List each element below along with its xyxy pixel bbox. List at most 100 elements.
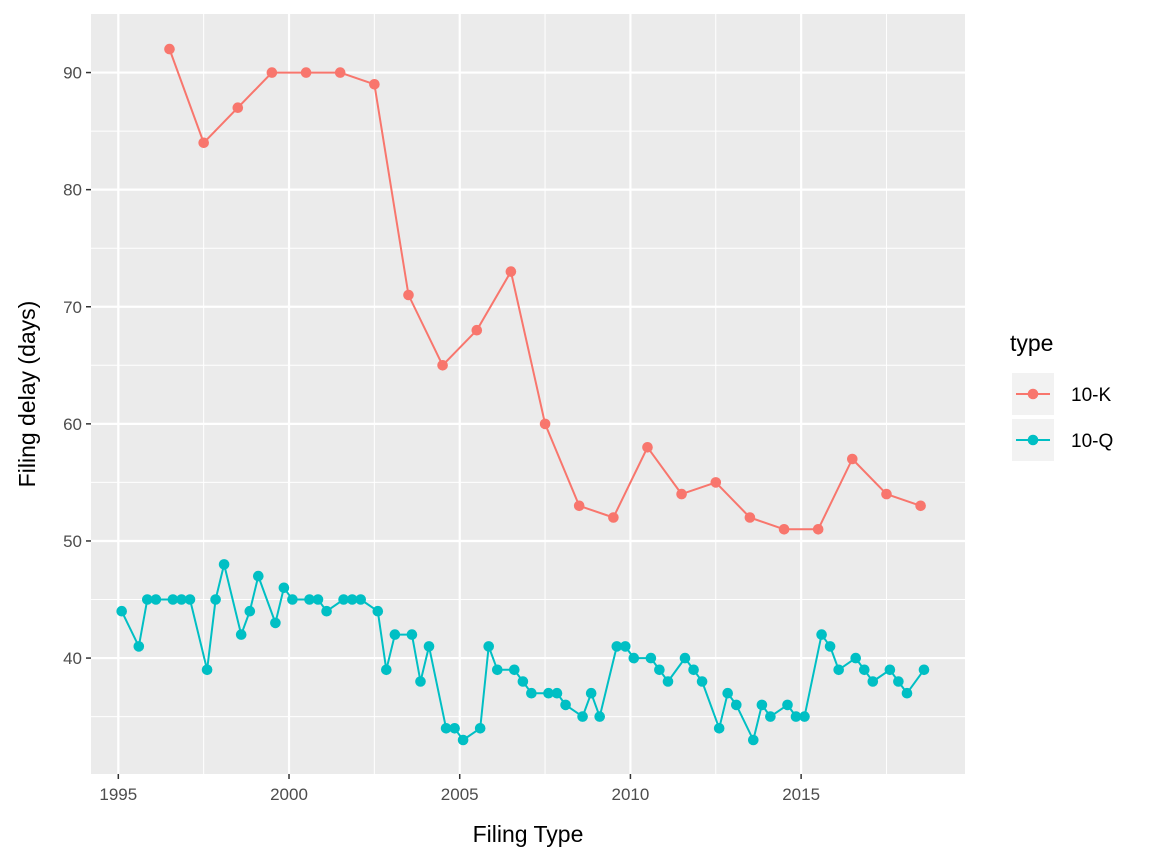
x-axis-title: Filing Type (473, 821, 584, 847)
data-point-10q (859, 664, 870, 676)
data-point-10q (133, 641, 145, 652)
data-point-10q (338, 594, 349, 605)
data-point-10q (116, 605, 127, 617)
data-point-10k (266, 67, 278, 78)
grid-major (91, 14, 965, 774)
legend-item-10q: 10-Q (1012, 419, 1113, 461)
data-point-10q (833, 664, 844, 676)
data-point-10k (369, 79, 380, 90)
x-tick-label: 2015 (782, 785, 820, 804)
data-point-10q (620, 641, 631, 652)
data-point-10q (304, 594, 315, 605)
data-point-10k (778, 524, 790, 535)
y-axis-title: Filing delay (days) (14, 301, 40, 488)
data-point-10k (676, 488, 687, 500)
data-point-10q (918, 664, 930, 676)
data-point-10q (167, 594, 179, 605)
data-point-10q (731, 699, 742, 711)
data-point-10q (389, 629, 401, 640)
data-point-10q (517, 676, 529, 687)
plot-panel (91, 14, 965, 774)
data-point-10q (474, 723, 486, 734)
data-point-10k (164, 43, 175, 55)
data-point-10q (218, 559, 230, 570)
data-point-10q (252, 570, 264, 582)
data-point-10k (505, 266, 517, 277)
data-point-10q (346, 594, 358, 605)
data-point-10q (756, 699, 768, 711)
legend: type 10-K 10-Q (1010, 330, 1113, 461)
data-point-10q (654, 664, 665, 676)
data-point-10q (287, 594, 298, 605)
data-point-10q (423, 641, 435, 652)
data-point-10k (300, 67, 312, 78)
data-point-10q (748, 734, 759, 746)
data-point-10q (270, 617, 281, 629)
data-point-10k (608, 512, 619, 523)
data-point-10q (235, 629, 247, 640)
data-point-10k (642, 442, 653, 453)
data-point-10q (210, 594, 221, 605)
data-point-10q (850, 652, 861, 664)
data-point-10q (679, 652, 691, 664)
data-point-10q (415, 676, 426, 687)
data-point-10q (645, 652, 657, 664)
data-point-10q (543, 687, 554, 699)
data-point-10q (176, 594, 187, 605)
data-point-10q (790, 711, 802, 722)
data-point-10q (278, 582, 290, 594)
data-point-10q (585, 687, 597, 699)
data-point-10k (198, 137, 209, 149)
data-point-10k (573, 500, 585, 512)
data-point-10q (184, 594, 196, 605)
x-tick-label: 2010 (612, 785, 650, 804)
data-point-10q (560, 699, 571, 711)
data-point-10q (901, 687, 913, 699)
data-point-10q (713, 723, 725, 734)
data-point-10q (594, 711, 605, 722)
data-point-10k (847, 453, 858, 465)
legend-key-point (1027, 434, 1039, 446)
data-point-10q (782, 699, 793, 711)
data-point-10k (915, 500, 926, 512)
data-point-10q (381, 664, 392, 676)
legend-items: 10-K 10-Q (1012, 373, 1113, 461)
legend-key-point (1027, 388, 1039, 400)
data-point-10k (437, 360, 448, 371)
data-point-10q (893, 676, 904, 687)
data-point-10k (334, 67, 346, 78)
data-point-10k (710, 477, 722, 488)
data-point-10k (744, 512, 756, 523)
data-point-10q (244, 605, 256, 617)
series-layer (116, 43, 930, 746)
data-point-10q (492, 664, 503, 676)
x-tick-label: 1995 (99, 785, 137, 804)
data-point-10q (824, 641, 836, 652)
data-point-10q (611, 641, 623, 652)
data-point-10q (696, 676, 708, 687)
data-point-10q (551, 687, 563, 699)
data-point-10q (662, 676, 674, 687)
y-tick-label: 90 (63, 64, 82, 83)
data-point-10q (440, 723, 452, 734)
data-point-10q (509, 664, 520, 676)
x-tick-label: 2000 (270, 785, 308, 804)
data-point-10q (526, 687, 537, 699)
data-point-10q (321, 605, 332, 617)
legend-label-10q: 10-Q (1071, 431, 1113, 452)
grid-minor (91, 14, 965, 774)
data-point-10q (816, 629, 827, 640)
data-point-10q (628, 652, 640, 664)
data-point-10q (312, 594, 324, 605)
data-point-10q (449, 723, 460, 734)
data-point-10k (403, 289, 414, 301)
data-point-10q (457, 734, 469, 746)
data-point-10q (884, 664, 896, 676)
data-point-10k (881, 488, 892, 500)
data-point-10q (799, 711, 810, 722)
data-point-10k (539, 418, 551, 430)
data-point-10q (201, 664, 213, 676)
y-tick-label: 40 (63, 649, 82, 668)
series-10q (116, 559, 930, 746)
